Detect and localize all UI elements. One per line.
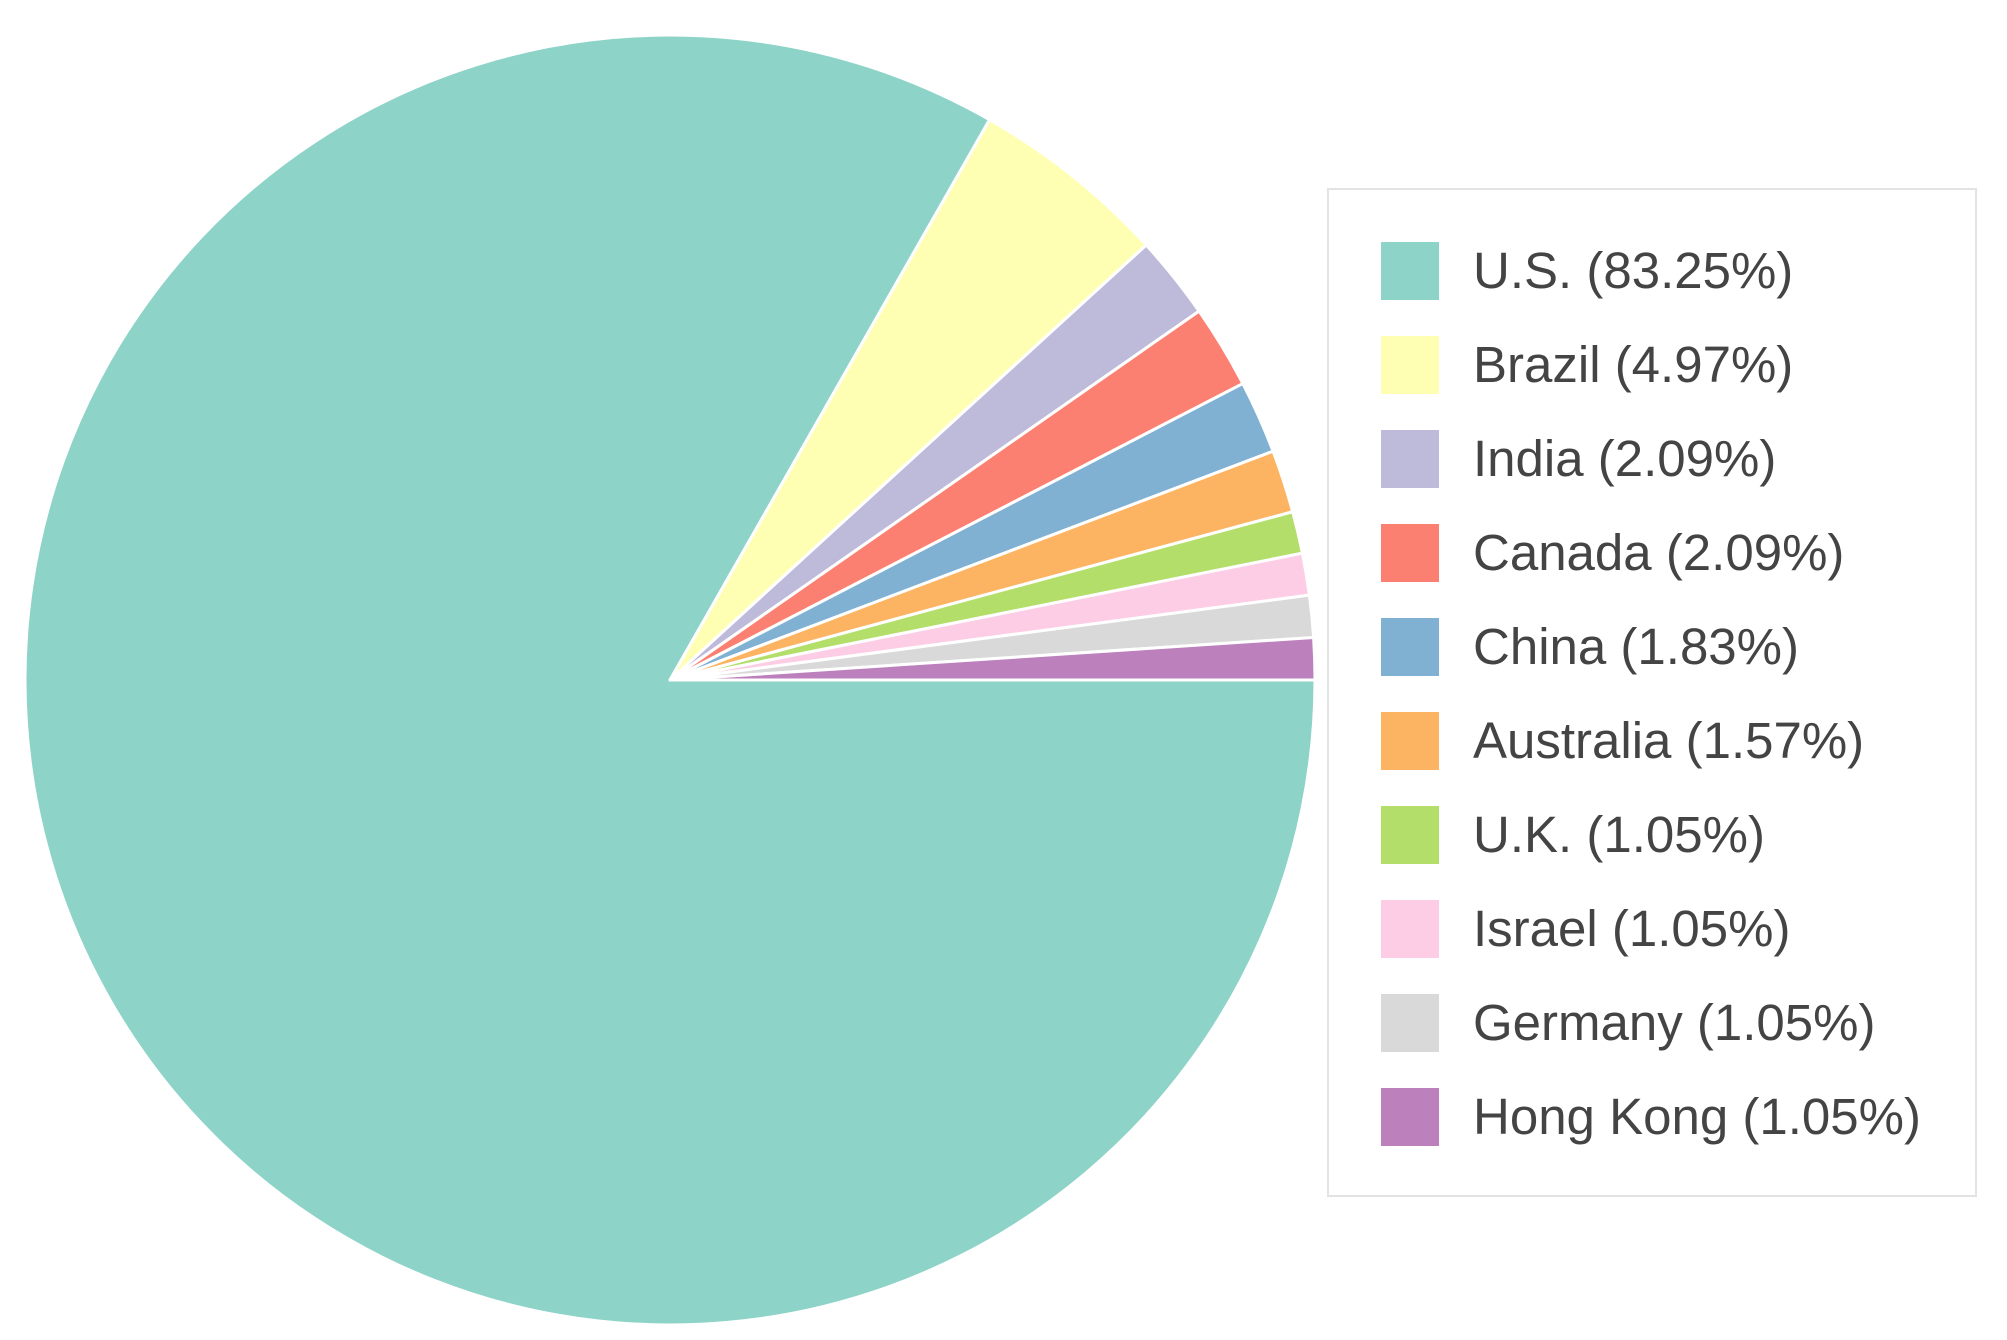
legend-swatch <box>1379 1086 1441 1148</box>
legend-label: Australia (1.57%) <box>1473 712 1865 769</box>
legend-list: U.S. (83.25%) Brazil (4.97%) India (2.09… <box>1379 240 1921 1180</box>
legend-swatch <box>1379 428 1441 490</box>
pie-slice-brazil <box>668 118 1148 682</box>
legend-swatch <box>1379 522 1441 584</box>
legend-label: Brazil (4.97%) <box>1473 336 1794 393</box>
legend-item: U.K. (1.05%) <box>1379 804 1921 866</box>
legend: U.S. (83.25%) Brazil (4.97%) India (2.09… <box>1327 188 1977 1197</box>
legend-label: U.S. (83.25%) <box>1473 242 1794 299</box>
legend-label: Hong Kong (1.05%) <box>1473 1088 1921 1145</box>
legend-swatch <box>1379 334 1441 396</box>
legend-label: India (2.09%) <box>1473 430 1777 487</box>
legend-swatch <box>1379 804 1441 866</box>
legend-item: China (1.83%) <box>1379 616 1921 678</box>
legend-swatch <box>1379 992 1441 1054</box>
legend-swatch <box>1379 616 1441 678</box>
legend-item: Canada (2.09%) <box>1379 522 1921 584</box>
legend-swatch <box>1379 710 1441 772</box>
legend-label: China (1.83%) <box>1473 618 1799 675</box>
legend-item: India (2.09%) <box>1379 428 1921 490</box>
legend-label: U.K. (1.05%) <box>1473 806 1765 863</box>
legend-label: Israel (1.05%) <box>1473 900 1791 957</box>
pie-slice-hong-kong <box>668 635 1317 682</box>
legend-swatch <box>1379 898 1441 960</box>
legend-item: Germany (1.05%) <box>1379 992 1921 1054</box>
legend-item: Brazil (4.97%) <box>1379 334 1921 396</box>
legend-item: Australia (1.57%) <box>1379 710 1921 772</box>
legend-item: Hong Kong (1.05%) <box>1379 1086 1921 1148</box>
legend-item: U.S. (83.25%) <box>1379 240 1921 302</box>
legend-item: Israel (1.05%) <box>1379 898 1921 960</box>
legend-label: Germany (1.05%) <box>1473 994 1876 1051</box>
legend-label: Canada (2.09%) <box>1473 524 1845 581</box>
legend-swatch <box>1379 240 1441 302</box>
